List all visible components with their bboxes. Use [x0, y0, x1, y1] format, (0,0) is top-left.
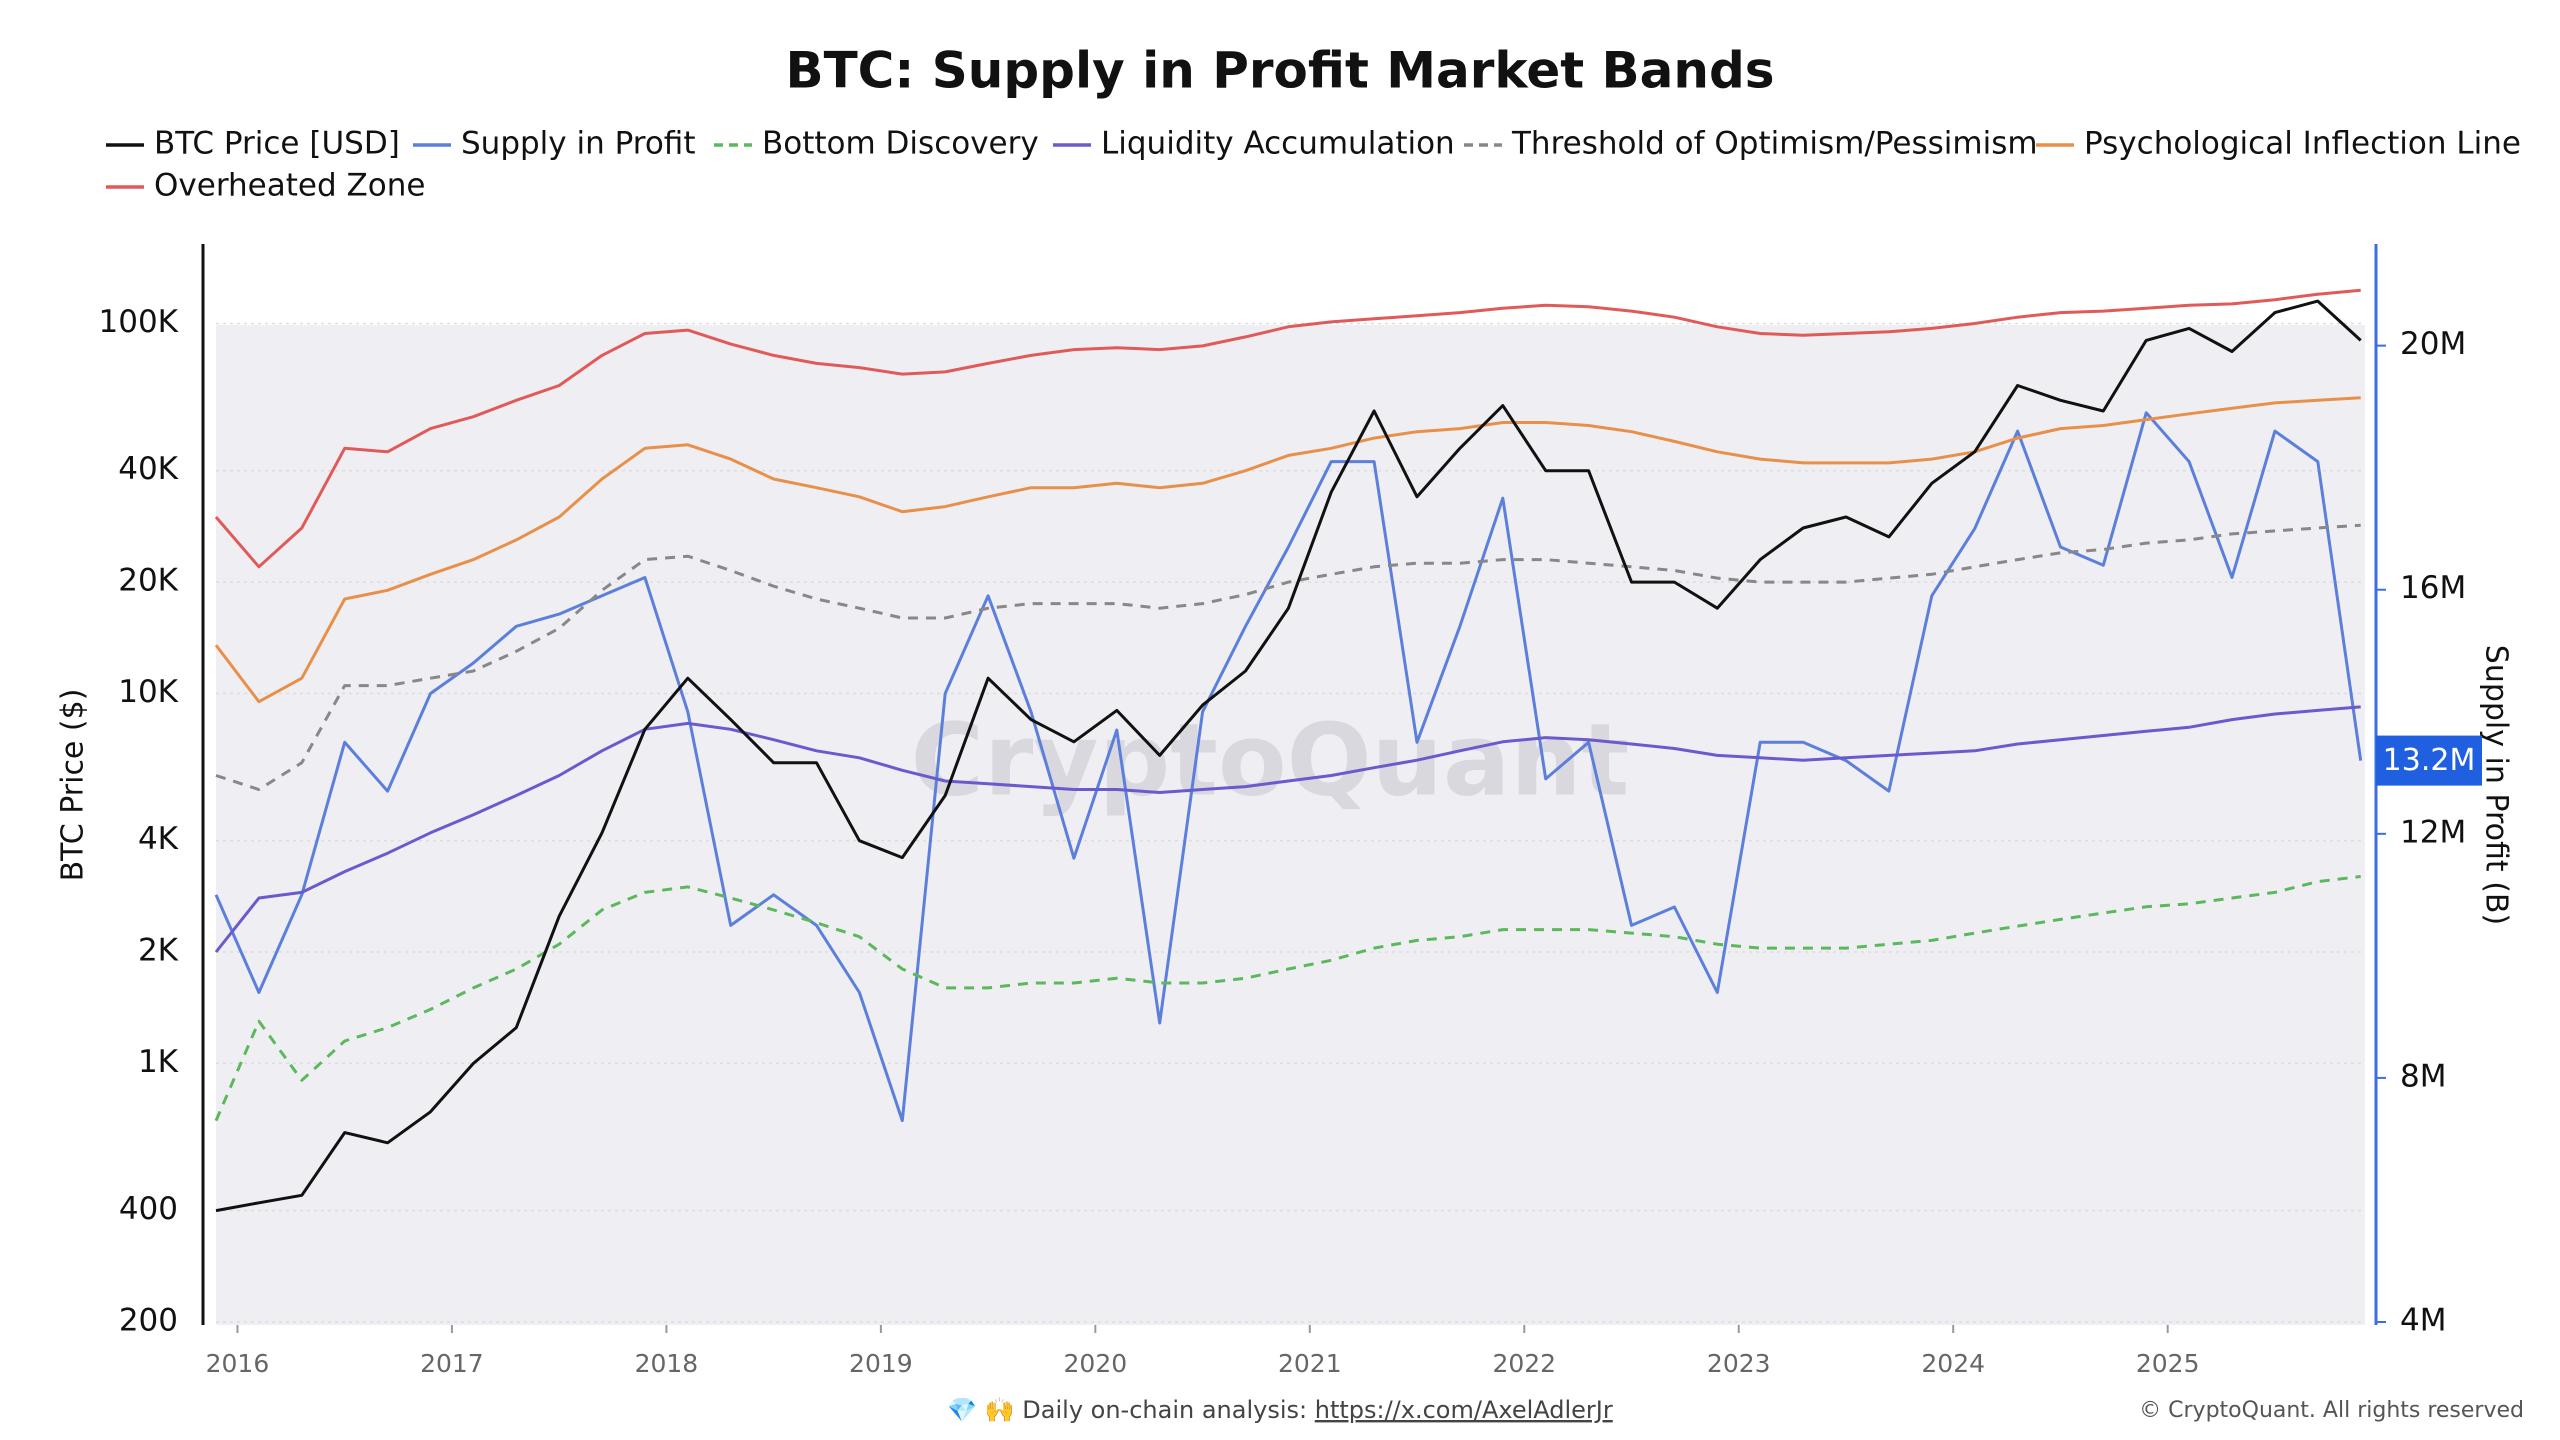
- y-tick-label: 40K: [118, 451, 178, 487]
- x-tick-label: 2019: [849, 1349, 913, 1378]
- x-tick-label: 2022: [1492, 1349, 1556, 1378]
- legend-label: Threshold of Optimism/Pessimism: [1511, 126, 2038, 162]
- series-line: [214, 288, 2361, 569]
- x-tick-label: 2018: [635, 1349, 699, 1378]
- legend-label: Overheated Zone: [154, 168, 425, 204]
- series-line: [215, 299, 2362, 1213]
- series-line: [215, 523, 2361, 791]
- y2-tick-label: 8M: [2400, 1058, 2446, 1094]
- y-tick-label: 20K: [118, 563, 178, 599]
- x-tick-label: 2024: [1921, 1349, 1985, 1378]
- x-tick-label: 2017: [420, 1349, 484, 1378]
- y2-tick-label: 20M: [2400, 326, 2466, 362]
- x-tick-label: 2021: [1278, 1349, 1342, 1378]
- y2-tick-label: 4M: [2400, 1303, 2446, 1339]
- legend-label: Supply in Profit: [461, 126, 695, 162]
- legend-label: BTC Price [USD]: [154, 126, 400, 162]
- grid: [216, 322, 2365, 1323]
- last-value-badge: [2376, 735, 2482, 786]
- y2-axis-title: Supply in Profit (B): [2479, 645, 2514, 925]
- legend-label: Psychological Inflection Line: [2084, 126, 2521, 162]
- footer: 💎 🙌 Daily on-chain analysis: https://x.c…: [947, 1396, 1613, 1424]
- y2-tick-label: 12M: [2400, 814, 2466, 850]
- x-tick-label: 2016: [206, 1349, 270, 1378]
- series-line: [214, 411, 2363, 1123]
- y-tick-label: 1K: [138, 1044, 179, 1080]
- footer-icons: 💎 🙌: [947, 1396, 1014, 1424]
- series-line: [214, 705, 2361, 953]
- y2-tick-label: 16M: [2400, 570, 2466, 606]
- chart-title: BTC: Supply in Profit Market Bands: [785, 42, 1774, 100]
- y-axis-title: BTC Price ($): [56, 689, 91, 882]
- legend-label: Bottom Discovery: [762, 126, 1039, 162]
- x-tick-label: 2023: [1707, 1349, 1771, 1378]
- y-tick-label: 4K: [138, 821, 179, 857]
- x-tick-label: 2020: [1064, 1349, 1128, 1378]
- plot-background: [216, 325, 2365, 1325]
- watermark: CryptoQuant: [911, 701, 1630, 818]
- series-line: [214, 396, 2361, 704]
- footer-text: Daily on-chain analysis:: [1022, 1396, 1307, 1424]
- footer-link[interactable]: https://x.com/AxelAdlerJr: [1315, 1396, 1613, 1424]
- y-tick-label: 10K: [118, 674, 178, 710]
- x-tick-label: 2025: [2136, 1349, 2200, 1378]
- y-tick-label: 100K: [99, 304, 179, 340]
- y-tick-label: 200: [119, 1303, 178, 1339]
- last-value-label: 13.2M: [2383, 743, 2476, 778]
- copyright: © CryptoQuant. All rights reserved: [2139, 1398, 2524, 1423]
- y-tick-label: 2K: [138, 933, 179, 969]
- series-line: [214, 875, 2361, 1122]
- legend: BTC Price [USD] Supply in Profit Bottom Di…: [106, 126, 2521, 204]
- series: [214, 288, 2363, 1213]
- y-tick-label: 400: [119, 1191, 178, 1227]
- legend-label: Liquidity Accumulation: [1101, 126, 1455, 162]
